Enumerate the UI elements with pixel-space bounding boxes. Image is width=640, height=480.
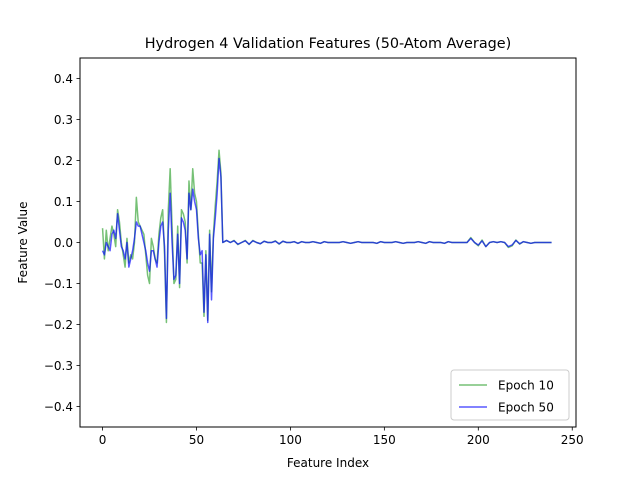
y-tick-label: 0.1 [54, 195, 73, 209]
y-axis-label: Feature Value [16, 201, 30, 283]
legend: Epoch 10 Epoch 50 [450, 369, 570, 421]
legend-label-2: Epoch 50 [498, 401, 554, 415]
y-tick-label: −0.1 [44, 277, 73, 291]
series-line-2 [101, 157, 552, 324]
y-tick-label: −0.2 [44, 318, 73, 332]
series-layer [101, 149, 552, 324]
x-tick-label: 100 [279, 433, 302, 447]
y-tick-label: −0.3 [44, 359, 73, 373]
x-tick-label: 50 [189, 433, 204, 447]
y-tick-label: 0.3 [54, 113, 73, 127]
y-axis: −0.4 −0.3 −0.2 −0.1 0.0 0.1 0.2 0.3 0.4 [44, 72, 80, 414]
x-axis-label: Feature Index [287, 456, 369, 470]
x-tick-label: 250 [561, 433, 584, 447]
y-tick-label: 0.2 [54, 154, 73, 168]
legend-label-1: Epoch 10 [498, 379, 554, 393]
x-axis: 0 50 100 150 200 250 [99, 427, 584, 447]
y-tick-label: 0.0 [54, 236, 73, 250]
y-tick-label: −0.4 [44, 400, 73, 414]
x-tick-label: 0 [99, 433, 107, 447]
chart-title: Hydrogen 4 Validation Features (50-Atom … [145, 36, 512, 52]
x-tick-label: 150 [373, 433, 396, 447]
y-tick-label: 0.4 [54, 72, 73, 86]
x-tick-label: 200 [467, 433, 490, 447]
